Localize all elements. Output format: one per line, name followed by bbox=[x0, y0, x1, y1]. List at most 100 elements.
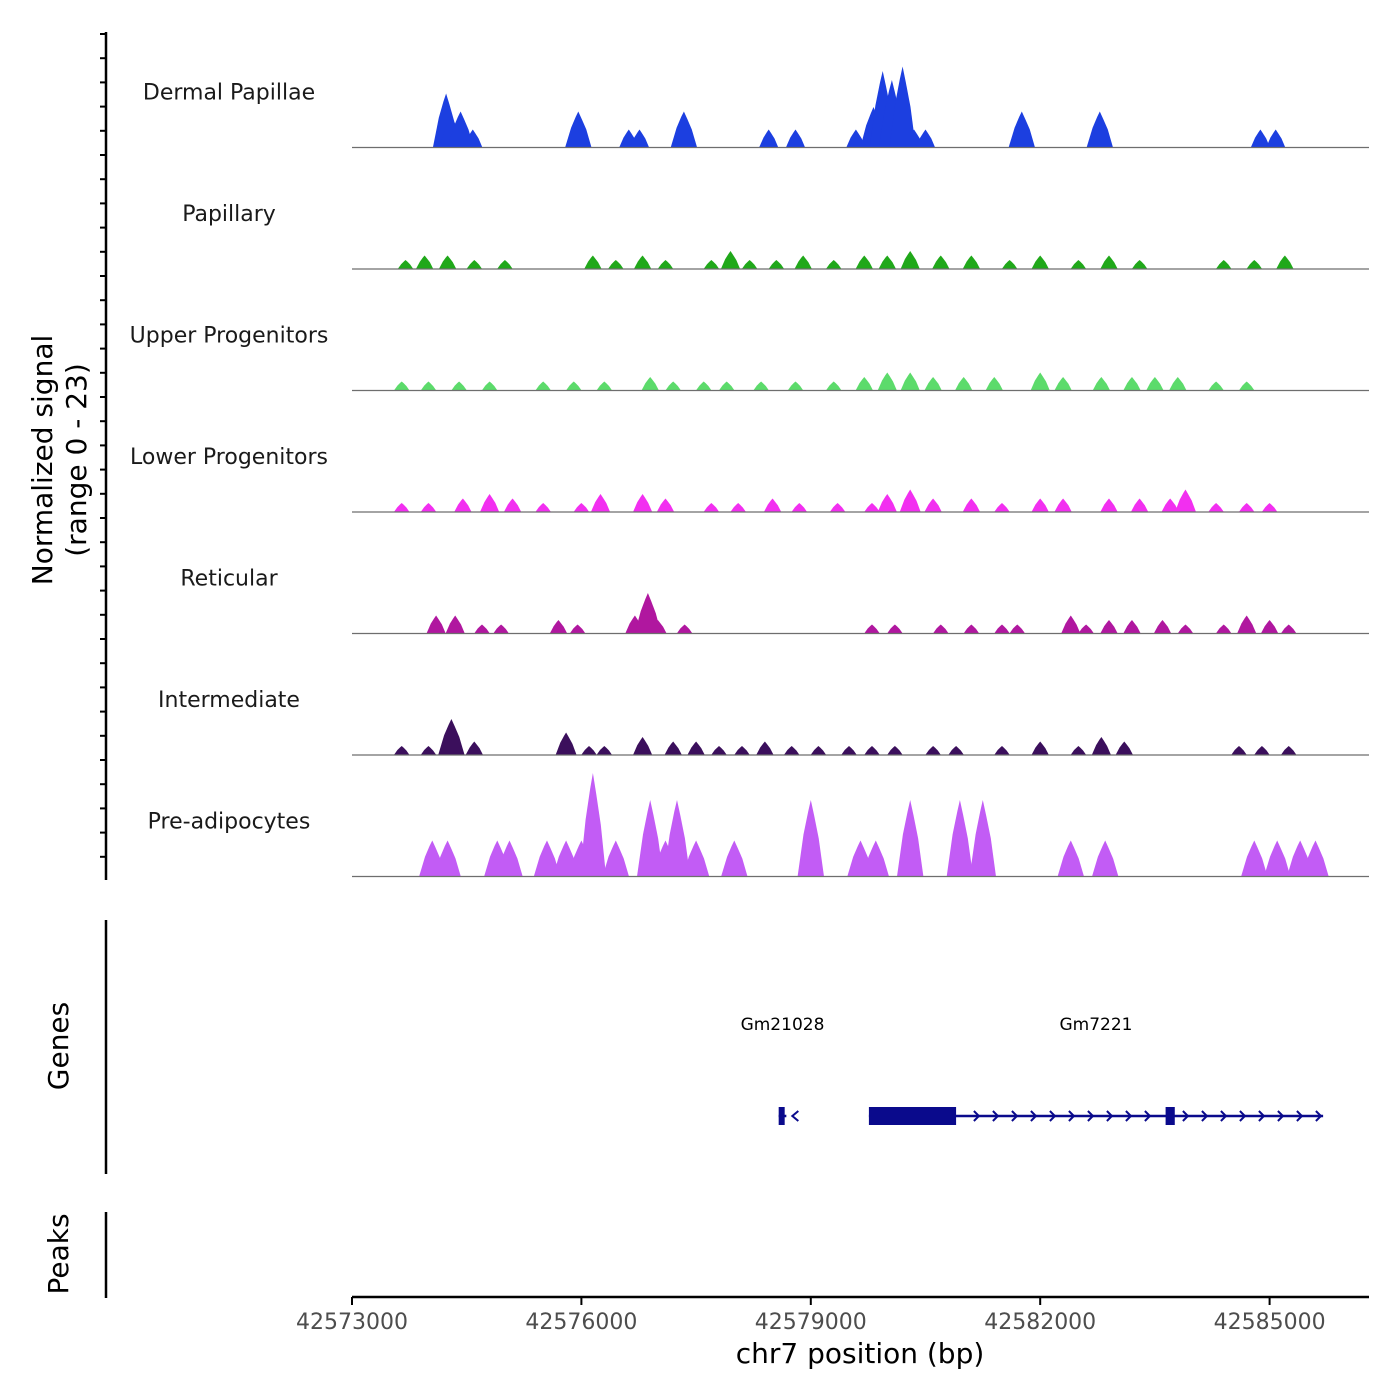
signal-peak bbox=[535, 503, 551, 512]
signal-peak bbox=[420, 503, 437, 512]
signal-peak bbox=[768, 260, 785, 269]
signal-peak bbox=[1237, 615, 1257, 634]
signal-peak bbox=[1030, 372, 1050, 391]
signal-peak bbox=[1001, 260, 1018, 269]
signal-peak bbox=[900, 372, 920, 391]
x-tick-label: 42582000 bbox=[984, 1310, 1096, 1335]
signal-peak bbox=[602, 840, 629, 877]
x-axis-ticks: 42573000 42576000 42579000 42582000 42585000 bbox=[296, 1297, 1326, 1335]
coverage-tracks: Dermal Papillae Papillary Upper Progenitor… bbox=[130, 66, 1369, 878]
signal-peak bbox=[590, 494, 611, 512]
track-label: Pre-adipocytes bbox=[148, 810, 311, 835]
signal-peak bbox=[656, 498, 675, 512]
signal-peak bbox=[1280, 746, 1297, 755]
signal-peak bbox=[493, 624, 509, 634]
signal-peak bbox=[794, 255, 812, 269]
signal-peak bbox=[1091, 737, 1111, 755]
signal-peak bbox=[878, 255, 896, 269]
signal-peak bbox=[1215, 260, 1232, 269]
signal-peak bbox=[1086, 111, 1113, 148]
signal-peak bbox=[703, 503, 720, 512]
signal-peak bbox=[791, 503, 808, 512]
signal-peak bbox=[1146, 377, 1164, 391]
signal-peak bbox=[393, 503, 410, 512]
gene-exon bbox=[868, 1107, 957, 1125]
signal-peak bbox=[1078, 624, 1094, 634]
track-lower-progenitors: Lower Progenitors bbox=[130, 445, 1369, 513]
signal-peak bbox=[496, 840, 523, 877]
signal-peak bbox=[503, 498, 522, 512]
signal-peak bbox=[720, 251, 741, 269]
signal-peak bbox=[535, 381, 551, 391]
peaks-panel-label: Peaks bbox=[42, 1213, 75, 1294]
gene-gm7221: Gm7221 bbox=[868, 1015, 1324, 1125]
signal-peak bbox=[1254, 746, 1270, 755]
signal-peak bbox=[1260, 620, 1279, 634]
signal-peak bbox=[1153, 620, 1172, 634]
gene-annotations: Gm21028 Gm7221 bbox=[741, 1015, 1324, 1125]
signal-peak bbox=[925, 746, 941, 755]
signal-peak bbox=[393, 746, 410, 755]
signal-peak bbox=[825, 381, 842, 391]
x-tick-label: 42585000 bbox=[1214, 1310, 1326, 1335]
gene-gm21028: Gm21028 bbox=[741, 1015, 825, 1125]
track-label: Papillary bbox=[182, 202, 276, 227]
signal-peak bbox=[1054, 377, 1072, 391]
signal-peak bbox=[946, 800, 974, 877]
signal-peak bbox=[1169, 377, 1187, 391]
track-label: Dermal Papillae bbox=[143, 81, 315, 106]
signal-peak bbox=[1250, 129, 1270, 148]
signal-peak bbox=[657, 260, 674, 269]
signal-peak bbox=[985, 377, 1003, 391]
signal-peak bbox=[569, 624, 586, 634]
genes-panel-label: Genes bbox=[42, 1002, 75, 1090]
signal-peak bbox=[584, 255, 602, 269]
signal-peak bbox=[549, 620, 568, 634]
signal-peak bbox=[695, 381, 712, 391]
signal-peak bbox=[579, 773, 607, 877]
signal-peak bbox=[1208, 503, 1224, 512]
signal-peak bbox=[481, 381, 498, 391]
track-label: Lower Progenitors bbox=[130, 445, 328, 470]
signal-peak bbox=[862, 840, 889, 877]
signal-peak bbox=[1070, 746, 1087, 755]
signal-peak bbox=[438, 255, 457, 269]
coverage-y-ticks bbox=[100, 33, 106, 858]
signal-peak bbox=[566, 381, 582, 391]
signal-peak bbox=[466, 260, 483, 269]
strand-arrow bbox=[1144, 1110, 1152, 1122]
signal-peak bbox=[1215, 624, 1232, 634]
strand-arrow bbox=[1068, 1110, 1076, 1122]
signal-peak bbox=[721, 840, 748, 877]
signal-peak bbox=[994, 624, 1010, 634]
signal-peak bbox=[565, 111, 592, 148]
strand-arrow bbox=[1239, 1110, 1247, 1122]
track-upper-progenitors: Upper Progenitors bbox=[130, 324, 1369, 392]
signal-peak bbox=[887, 746, 903, 755]
signal-peak bbox=[1238, 503, 1255, 512]
signal-peak bbox=[1092, 840, 1119, 877]
signal-peak bbox=[633, 494, 653, 512]
signal-peak bbox=[915, 129, 936, 148]
strand-arrow bbox=[973, 1110, 981, 1122]
signal-peak bbox=[932, 255, 950, 269]
signal-peak bbox=[711, 746, 727, 755]
signal-peak bbox=[864, 624, 880, 634]
signal-peak bbox=[763, 498, 782, 512]
strand-arrow bbox=[1220, 1110, 1228, 1122]
signal-peak bbox=[420, 746, 437, 755]
signal-peak bbox=[1100, 255, 1118, 269]
signal-peak bbox=[1231, 746, 1247, 755]
gene-label: Gm21028 bbox=[741, 1015, 825, 1035]
signal-peak bbox=[1280, 624, 1297, 634]
signal-peak bbox=[649, 620, 667, 634]
strand-arrow bbox=[992, 1110, 1000, 1122]
strand-arrow bbox=[1049, 1110, 1057, 1122]
signal-peak bbox=[783, 746, 800, 755]
signal-peak bbox=[962, 255, 981, 269]
signal-peak bbox=[629, 129, 650, 148]
strand-arrow bbox=[1258, 1110, 1266, 1122]
signal-peak bbox=[753, 381, 769, 391]
strand-arrow bbox=[790, 1110, 799, 1122]
y-axis-title-line2: (range 0 - 23) bbox=[60, 363, 93, 557]
